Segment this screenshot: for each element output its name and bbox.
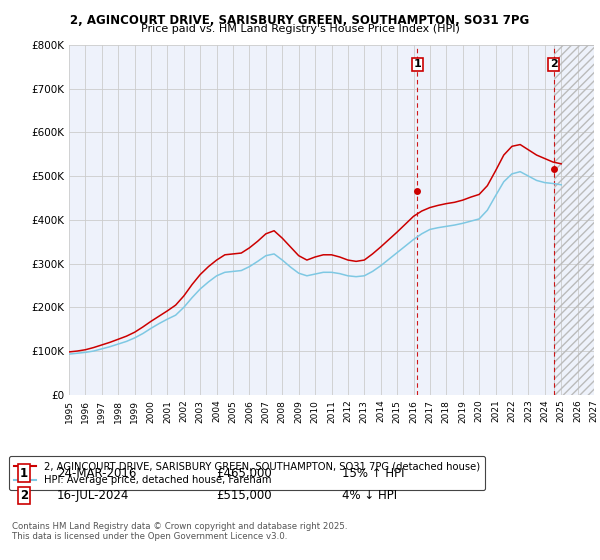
Bar: [554, 45, 594, 395]
Text: 24-MAR-2016: 24-MAR-2016: [57, 466, 136, 480]
Text: 4% ↓ HPI: 4% ↓ HPI: [342, 489, 397, 502]
Text: Contains HM Land Registry data © Crown copyright and database right 2025.
This d: Contains HM Land Registry data © Crown c…: [12, 522, 347, 542]
Text: 1: 1: [413, 59, 421, 69]
Legend: 2, AGINCOURT DRIVE, SARISBURY GREEN, SOUTHAMPTON, SO31 7PG (detached house), HPI: 2, AGINCOURT DRIVE, SARISBURY GREEN, SOU…: [8, 456, 485, 490]
Text: 16-JUL-2024: 16-JUL-2024: [57, 489, 130, 502]
Text: 2: 2: [20, 489, 28, 502]
Text: 1: 1: [20, 466, 28, 480]
Text: 2, AGINCOURT DRIVE, SARISBURY GREEN, SOUTHAMPTON, SO31 7PG: 2, AGINCOURT DRIVE, SARISBURY GREEN, SOU…: [70, 14, 530, 27]
Text: £515,000: £515,000: [216, 489, 272, 502]
Text: £465,000: £465,000: [216, 466, 272, 480]
Text: 2: 2: [550, 59, 557, 69]
Text: Price paid vs. HM Land Registry's House Price Index (HPI): Price paid vs. HM Land Registry's House …: [140, 24, 460, 34]
Text: 15% ↑ HPI: 15% ↑ HPI: [342, 466, 404, 480]
